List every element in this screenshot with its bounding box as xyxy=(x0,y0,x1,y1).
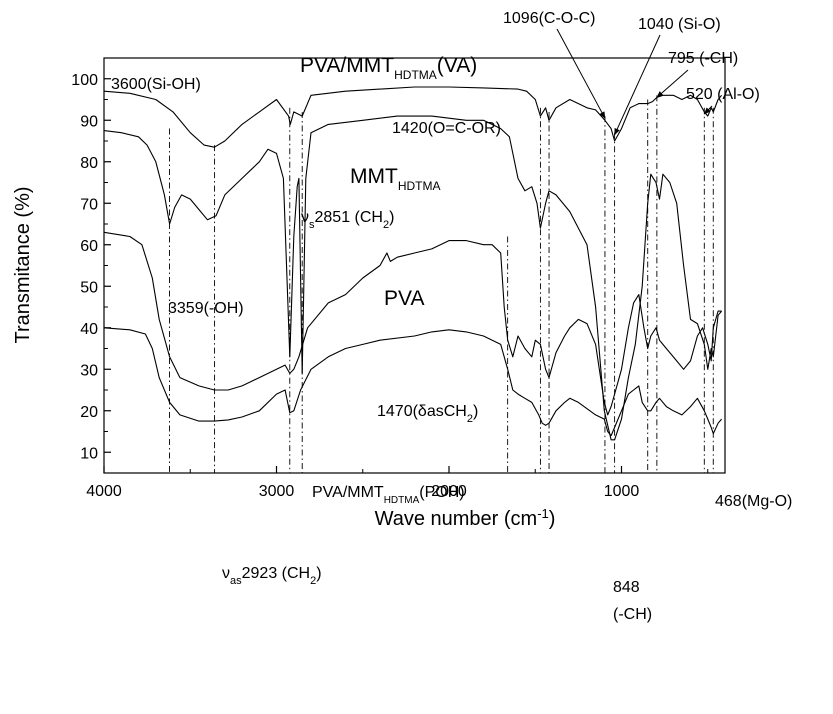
annotation-arrow xyxy=(656,69,689,98)
chart-labels: Wave number (cm-1) Transmitance (%) PVA/MM… xyxy=(12,10,792,623)
series-line xyxy=(103,115,723,441)
y-tick-label: 90 xyxy=(80,113,98,130)
y-tick-label: 10 xyxy=(80,445,98,462)
x-tick-label: 1000 xyxy=(604,483,640,500)
annotation-label: 1470(δasCH2) xyxy=(377,403,478,425)
annotation-label: 1096(C-O-C) xyxy=(503,10,595,27)
y-tick-label: 20 xyxy=(80,404,98,421)
annotation-arrow xyxy=(703,105,713,115)
annotation-label: (-CH) xyxy=(613,606,652,623)
x-tick-label: 4000 xyxy=(86,483,122,500)
x-tick-label: 3000 xyxy=(259,483,295,500)
annotation-arrow xyxy=(614,34,661,136)
series-label: MMTHDTMA xyxy=(350,165,441,193)
y-tick-label: 70 xyxy=(80,196,98,213)
annotation-label: 1420(O=C-OR) xyxy=(392,120,501,137)
series-label: PVA xyxy=(384,287,424,310)
y-tick-label: 30 xyxy=(80,362,98,379)
annotation-label: 468(Mg-O) xyxy=(715,493,792,510)
annotation-label: 1040 (Si-O) xyxy=(638,16,721,33)
series-line xyxy=(103,86,723,148)
annotation-label: 520 (Al-O) xyxy=(686,86,760,103)
series-label: PVA/MMTHDTMA(VA) xyxy=(300,54,477,82)
x-axis-title: Wave number (cm-1) xyxy=(375,506,556,531)
annotation-label: νs2851 (CH2) xyxy=(301,209,394,231)
annotation-label: 848 xyxy=(613,579,640,596)
y-tick-label: 60 xyxy=(80,238,98,255)
x-tick-label: 2000 xyxy=(431,483,467,500)
series-line xyxy=(103,231,722,416)
y-axis-title: Transmitance (%) xyxy=(12,186,34,343)
annotation-label: 3600(Si-OH) xyxy=(111,76,201,93)
annotation-arrows xyxy=(556,28,713,136)
y-tick-label: 100 xyxy=(71,72,98,89)
series-label: PVA/MMTHDTMA(POH) xyxy=(312,484,465,506)
series-lines xyxy=(103,86,723,441)
axis-ticks: 4000 3000 2000 1000 10 20 30 40 50 60 70 80 90 100 xyxy=(71,72,709,500)
annotation-arrow xyxy=(556,28,606,119)
y-tick-label: 80 xyxy=(80,155,98,172)
series-line xyxy=(103,327,723,437)
y-tick-label: 40 xyxy=(80,321,98,338)
y-tick-label: 50 xyxy=(80,279,98,296)
annotation-label: νas2923 (CH2) xyxy=(222,565,322,587)
annotation-label: 3359(-OH) xyxy=(168,300,244,317)
annotation-label: 795 (-CH) xyxy=(668,50,738,67)
